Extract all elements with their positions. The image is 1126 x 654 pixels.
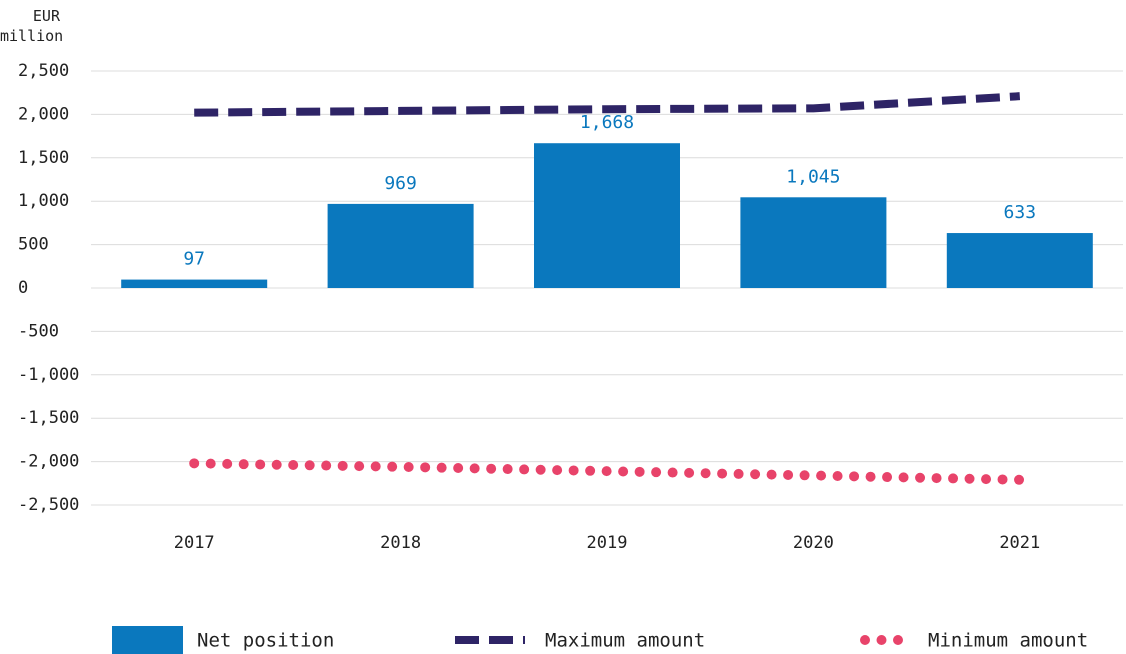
y-tick-label: 1,000 bbox=[18, 191, 69, 211]
x-tick-label: 2017 bbox=[174, 533, 215, 553]
y-tick-label: -1,500 bbox=[18, 408, 79, 428]
bar bbox=[740, 197, 887, 288]
y-axis-label-box: EUR million bbox=[0, 7, 64, 45]
y-tick-label: -1,000 bbox=[18, 365, 79, 385]
bar bbox=[534, 143, 680, 288]
line bbox=[189, 458, 1025, 485]
value-label: 633 bbox=[1004, 202, 1037, 223]
bar bbox=[121, 279, 268, 288]
line bbox=[194, 92, 1021, 117]
y-tick-label: 0 bbox=[18, 278, 28, 298]
x-tick-label: 2020 bbox=[793, 533, 834, 553]
y-tick-label: 500 bbox=[18, 235, 49, 255]
bar bbox=[327, 203, 474, 288]
value-label: 1,668 bbox=[580, 112, 634, 133]
y-tick-label: -2,500 bbox=[18, 495, 79, 515]
y-tick-label: 1,500 bbox=[18, 148, 69, 168]
bar bbox=[946, 233, 1093, 288]
y-tick-label: 2,000 bbox=[18, 104, 69, 124]
legend-label: Net position bbox=[197, 630, 334, 652]
y-tick-label: -2,000 bbox=[18, 452, 79, 472]
value-label: 969 bbox=[384, 173, 417, 194]
x-tick-label: 2018 bbox=[380, 533, 421, 553]
value-label: 97 bbox=[183, 249, 205, 270]
y-axis-label: EUR million bbox=[0, 7, 64, 45]
value-label: 1,045 bbox=[786, 166, 840, 187]
x-tick-label: 2019 bbox=[587, 533, 628, 553]
legend-swatch bbox=[112, 626, 183, 654]
legend-label: Maximum amount bbox=[545, 630, 705, 652]
y-tick-label: 2,500 bbox=[18, 61, 69, 81]
legend-label: Minimum amount bbox=[928, 630, 1088, 652]
y-tick-label: -500 bbox=[18, 321, 59, 341]
x-tick-label: 2021 bbox=[999, 533, 1040, 553]
